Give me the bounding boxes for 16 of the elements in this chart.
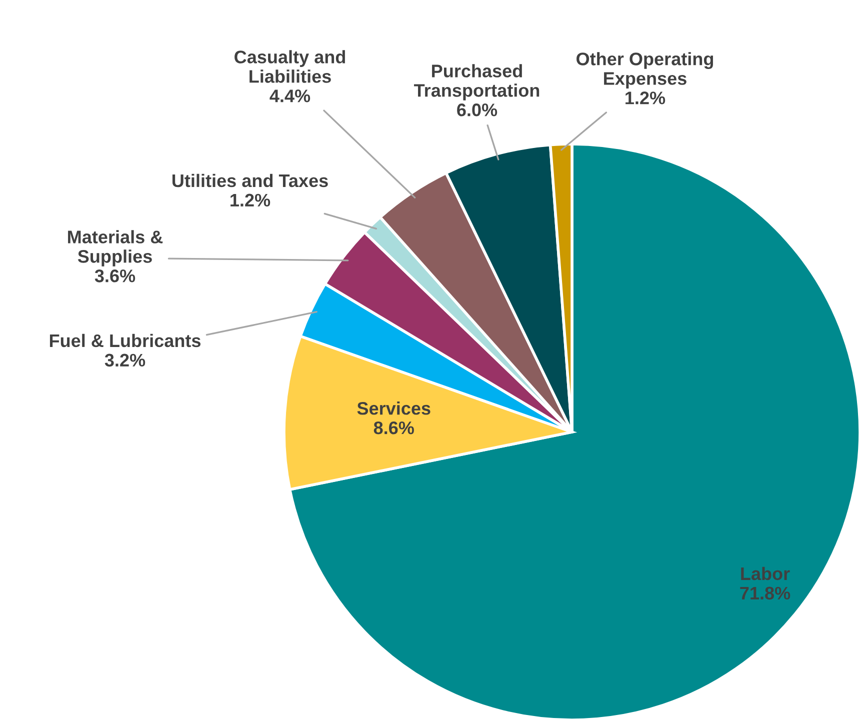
slice-label: Purchased Transportation bbox=[414, 64, 540, 100]
data-label: 3.6% bbox=[94, 270, 136, 282]
data-label: 1.2% bbox=[230, 194, 270, 207]
slice-label: Materials & Supplies bbox=[68, 230, 163, 266]
slice-label: Services bbox=[357, 402, 430, 415]
data-label: 3.2% bbox=[104, 354, 146, 367]
slice-label: Labor bbox=[741, 566, 790, 580]
slice-label: Fuel & Lubricants bbox=[50, 334, 201, 348]
data-label: 71.8% bbox=[740, 586, 790, 600]
slice-label: Other Operating Expenses bbox=[576, 52, 714, 88]
data-label: 6.0% bbox=[457, 104, 498, 116]
slice-label: Utilities and Taxes bbox=[172, 174, 328, 188]
data-label: 4.4% bbox=[270, 90, 310, 102]
slice-label: Casualty and Liabilities bbox=[234, 50, 346, 83]
data-label: 8.6% bbox=[374, 421, 414, 434]
data-label: 1.2% bbox=[626, 92, 666, 104]
